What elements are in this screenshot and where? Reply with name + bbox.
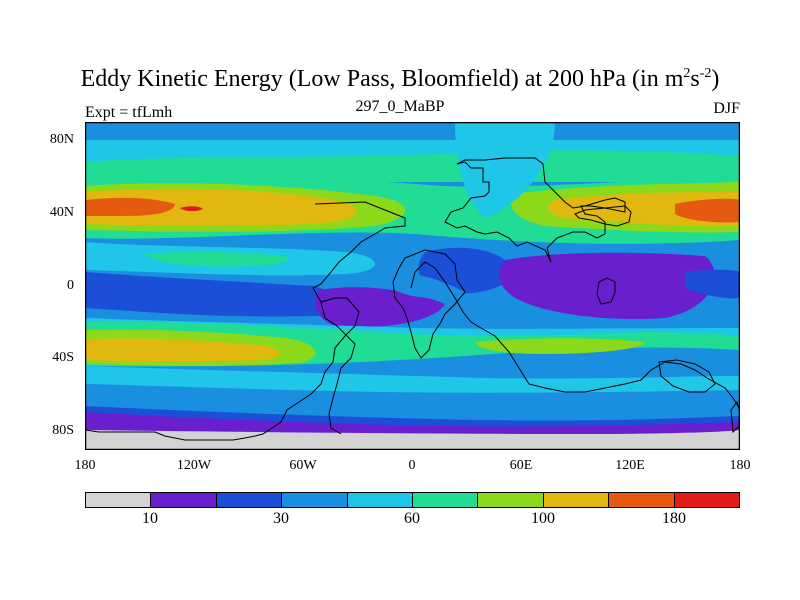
colorbar-label: 180 — [662, 510, 686, 527]
colorbar-label: 10 — [142, 510, 158, 527]
y-tick-label: 80N — [49, 132, 74, 147]
x-tick-label: 120W — [176, 458, 212, 473]
map-plot — [84, 121, 741, 451]
experiment-label: Expt = tfLmh — [85, 104, 173, 121]
colorbar-swatch — [413, 493, 479, 507]
colorbar-swatch — [674, 493, 740, 507]
colorbar — [85, 492, 740, 508]
map-svg — [84, 121, 741, 451]
season-label: DJF — [713, 100, 740, 117]
colorbar-swatch — [543, 493, 610, 507]
x-tick-label: 60W — [289, 458, 317, 473]
y-tick-label: 40S — [52, 350, 74, 365]
y-tick-label: 80S — [52, 423, 74, 438]
colorbar-swatch — [86, 493, 152, 507]
x-tick-label: 180 — [74, 458, 96, 473]
colorbar-swatch — [282, 493, 348, 507]
run-id-label: 297_0_MaBP — [355, 98, 445, 115]
y-tick-label: 40N — [49, 205, 74, 220]
colorbar-label: 60 — [404, 510, 420, 527]
colorbar-swatch — [478, 493, 544, 507]
colorbar-label: 30 — [273, 510, 289, 527]
x-tick-label: 180 — [729, 458, 751, 473]
colorbar-swatch — [347, 493, 414, 507]
y-tick-label: 0 — [67, 278, 74, 293]
colorbar-swatch — [216, 493, 283, 507]
map-title: Eddy Kinetic Energy (Low Pass, Bloomfiel… — [80, 66, 720, 92]
x-tick-label: 120E — [615, 458, 645, 473]
x-tick-label: 60E — [509, 458, 533, 473]
colorbar-swatch — [609, 493, 675, 507]
colorbar-swatch — [151, 493, 217, 507]
x-tick-label: 0 — [408, 458, 416, 473]
colorbar-label: 100 — [531, 510, 555, 527]
